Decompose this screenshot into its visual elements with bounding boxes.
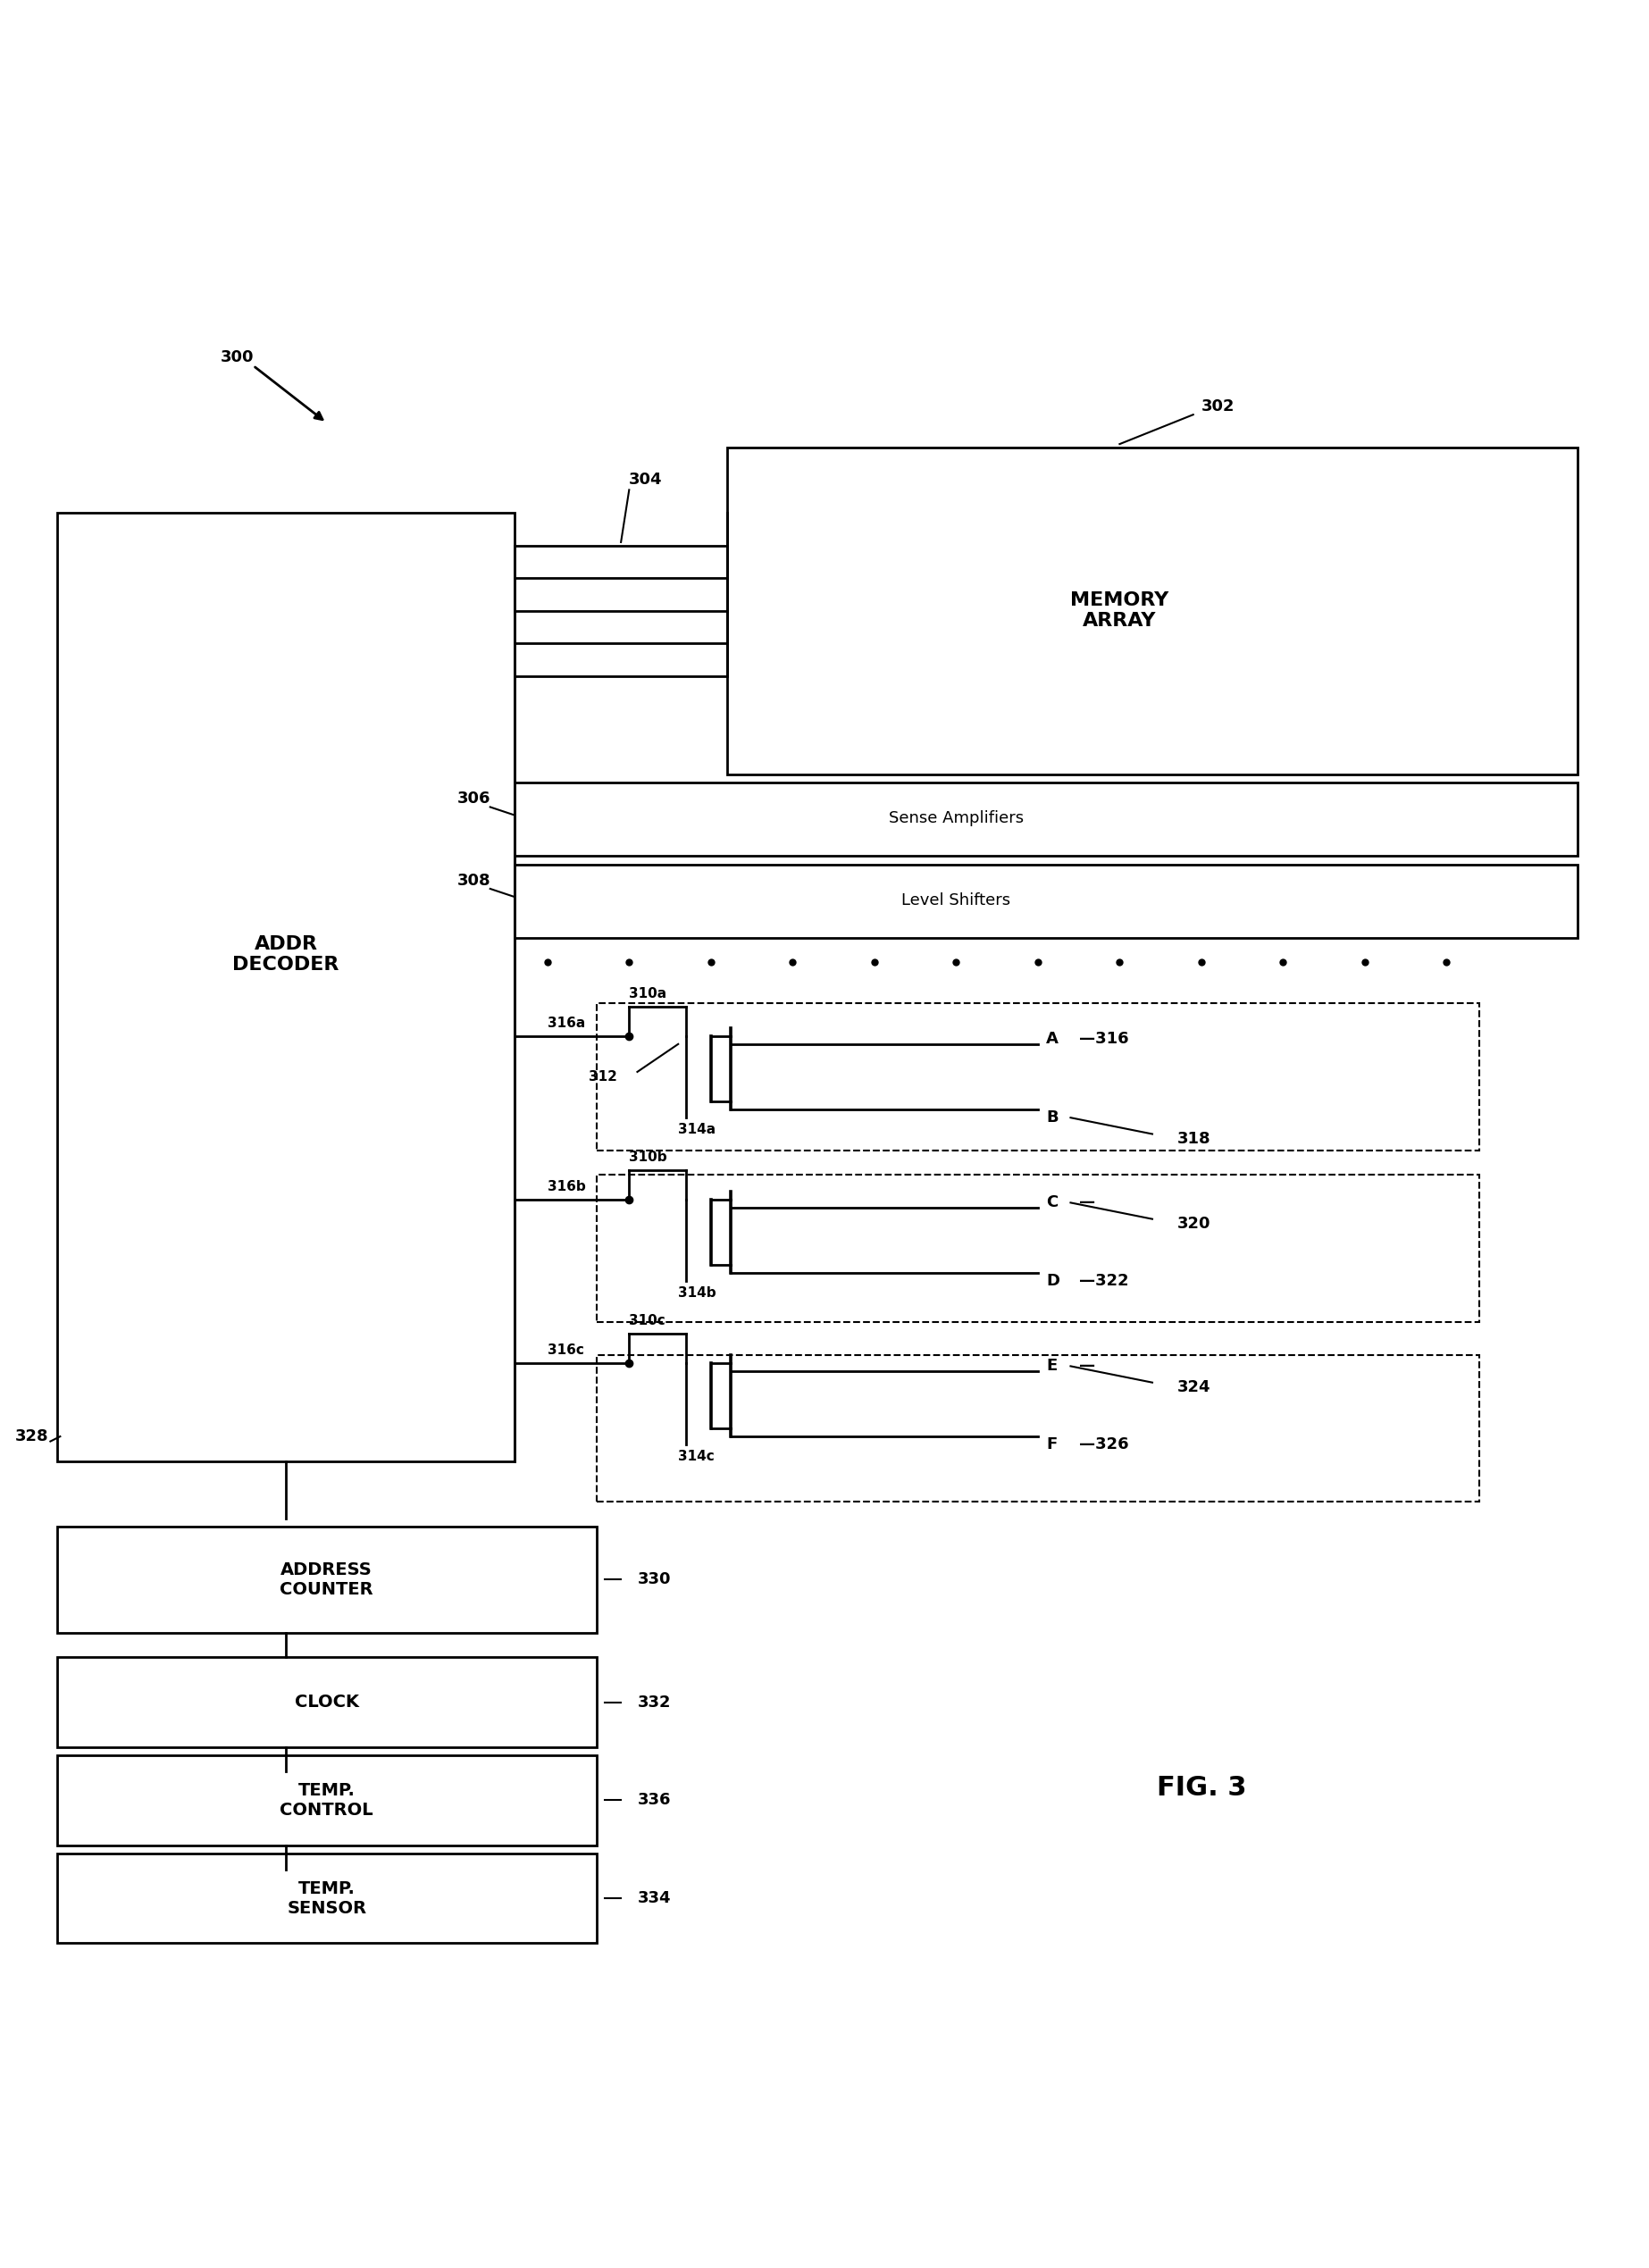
Text: 330: 330 xyxy=(637,1572,671,1588)
Bar xyxy=(514,782,1578,855)
Bar xyxy=(58,1853,597,1944)
Bar xyxy=(597,1002,1479,1150)
Text: 314b: 314b xyxy=(678,1286,716,1300)
Text: C: C xyxy=(1045,1195,1059,1211)
Text: Level Shifters: Level Shifters xyxy=(902,891,1011,907)
Text: 304: 304 xyxy=(628,472,663,488)
Text: E: E xyxy=(1045,1359,1057,1374)
Text: 314a: 314a xyxy=(678,1123,716,1136)
Text: A: A xyxy=(1045,1032,1059,1048)
Text: —316: —316 xyxy=(1078,1032,1128,1048)
Text: TEMP.
CONTROL: TEMP. CONTROL xyxy=(280,1783,373,1819)
Bar xyxy=(514,864,1578,937)
Text: —322: —322 xyxy=(1078,1272,1128,1288)
Text: 302: 302 xyxy=(1200,399,1235,415)
Text: 332: 332 xyxy=(637,1694,671,1710)
Text: F: F xyxy=(1045,1436,1057,1454)
Text: E: E xyxy=(1045,1359,1057,1374)
Text: FIG. 3: FIG. 3 xyxy=(1156,1776,1247,1801)
Text: —: — xyxy=(1078,1195,1095,1211)
Text: 334: 334 xyxy=(637,1889,671,1907)
Text: C: C xyxy=(1045,1195,1059,1211)
Text: CLOCK: CLOCK xyxy=(295,1694,359,1710)
Text: 336: 336 xyxy=(637,1792,671,1808)
Text: 308: 308 xyxy=(457,873,491,889)
Bar xyxy=(597,1354,1479,1501)
Text: 310c: 310c xyxy=(630,1313,666,1327)
Text: —: — xyxy=(1078,1359,1095,1374)
Text: 312: 312 xyxy=(589,1070,617,1084)
Text: C: C xyxy=(1045,1195,1059,1211)
Text: 328: 328 xyxy=(15,1429,49,1445)
Text: 320: 320 xyxy=(1177,1216,1210,1232)
Text: ADDRESS
COUNTER: ADDRESS COUNTER xyxy=(280,1560,373,1599)
Text: 310b: 310b xyxy=(630,1150,668,1163)
Text: 316b: 316b xyxy=(547,1179,585,1193)
Bar xyxy=(58,1526,597,1633)
Text: 324: 324 xyxy=(1177,1379,1210,1395)
Text: Sense Amplifiers: Sense Amplifiers xyxy=(889,810,1024,826)
Text: D: D xyxy=(1045,1272,1059,1288)
Text: 306: 306 xyxy=(457,792,490,807)
Text: MEMORY
ARRAY: MEMORY ARRAY xyxy=(1070,592,1169,631)
Bar xyxy=(58,1755,597,1846)
Text: ADDR
DECODER: ADDR DECODER xyxy=(233,934,340,973)
Text: B: B xyxy=(1045,1109,1059,1125)
Text: 316a: 316a xyxy=(547,1016,585,1030)
Bar xyxy=(58,1658,597,1746)
Text: 314c: 314c xyxy=(678,1449,714,1463)
Text: 316c: 316c xyxy=(547,1343,584,1356)
Text: —326: —326 xyxy=(1078,1436,1128,1454)
Bar xyxy=(597,1175,1479,1322)
Bar xyxy=(727,447,1578,773)
Text: 310a: 310a xyxy=(630,987,666,1000)
Text: 300: 300 xyxy=(221,349,254,365)
Text: 318: 318 xyxy=(1177,1132,1210,1148)
Text: TEMP.
SENSOR: TEMP. SENSOR xyxy=(287,1880,366,1916)
Bar xyxy=(58,513,514,1461)
Text: E: E xyxy=(1045,1359,1057,1374)
